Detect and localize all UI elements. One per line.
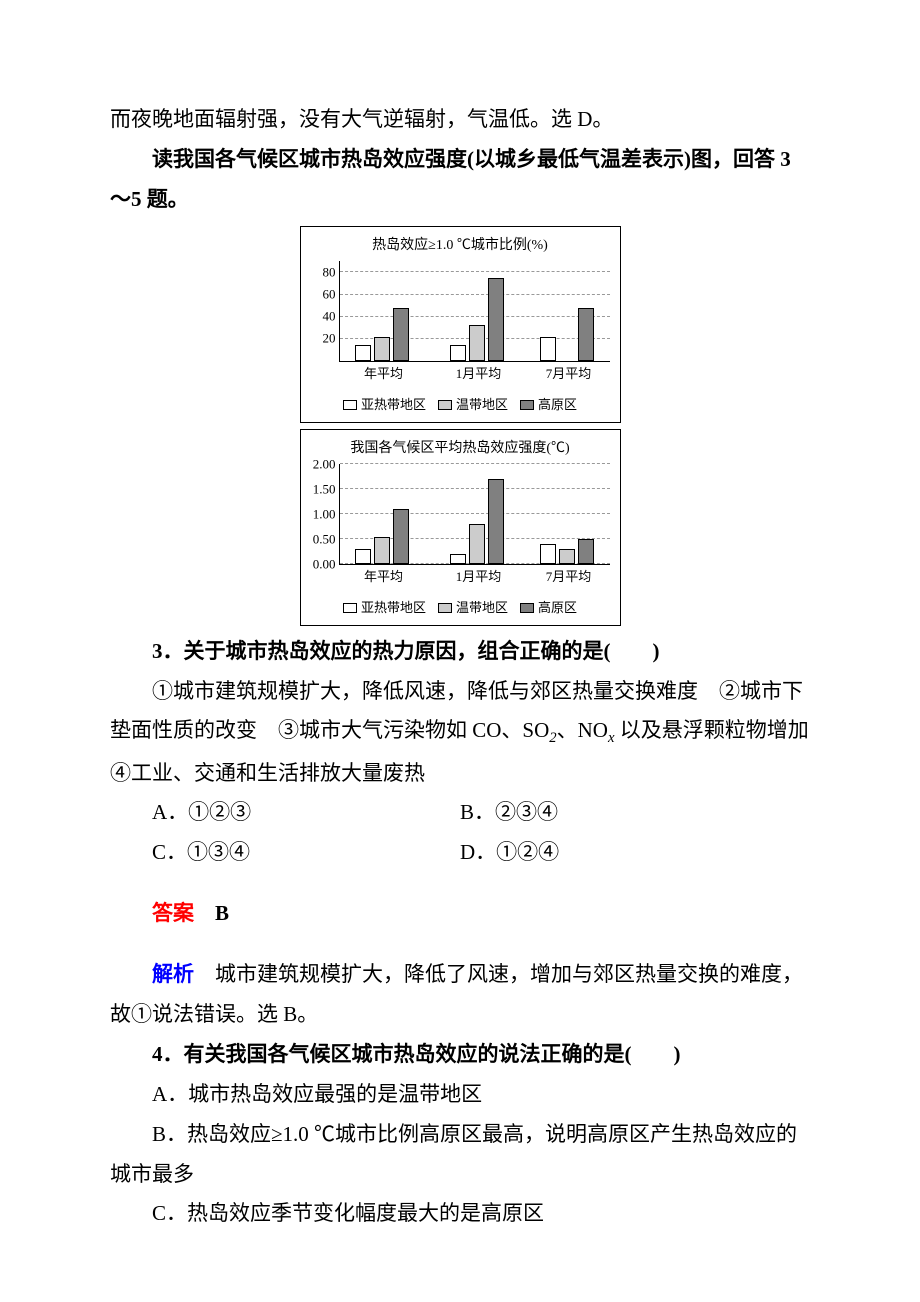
chart1-xlabels: 年平均 1月平均 7月平均 xyxy=(339,362,609,387)
legend-label: 温带地区 xyxy=(456,393,508,418)
ytick-label: 1.00 xyxy=(313,502,340,527)
q3-optA: A．①②③ xyxy=(110,793,460,833)
legend-swatch xyxy=(520,603,534,613)
answer-label: 答案 xyxy=(152,901,194,925)
q4-optB: B．热岛效应≥1.0 ℃城市比例高原区最高，说明高原区产生热岛效应的城市最多 xyxy=(110,1115,810,1195)
bar-group xyxy=(355,308,409,361)
legend-item: 亚热带地区 xyxy=(343,596,426,621)
q4-optC: C．热岛效应季节变化幅度最大的是高原区 xyxy=(110,1194,810,1234)
ytick-label: 2.00 xyxy=(313,452,340,477)
chart2-title: 我国各气候区平均热岛效应强度(℃) xyxy=(311,436,610,463)
xlabel: 年平均 xyxy=(354,565,414,590)
chart1-wrapper: 热岛效应≥1.0 ℃城市比例(%) 80604020 年平均 1月平均 7月平均 亚… xyxy=(110,226,810,423)
q3-optB: B．②③④ xyxy=(460,793,810,833)
bar xyxy=(578,308,594,361)
chart1-plot: 80604020 xyxy=(339,261,610,362)
bar xyxy=(540,544,556,564)
bar xyxy=(450,345,466,362)
legend-item: 高原区 xyxy=(520,596,577,621)
bar xyxy=(559,549,575,564)
gridline xyxy=(340,271,610,272)
q3-options-row1: A．①②③ B．②③④ xyxy=(110,793,810,833)
q3-optD: D．①②④ xyxy=(460,833,810,873)
legend-swatch xyxy=(438,603,452,613)
legend-label: 亚热带地区 xyxy=(361,393,426,418)
bar xyxy=(540,337,556,361)
ytick-label: 20 xyxy=(323,327,340,352)
chart2-legend: 亚热带地区 温带地区 高原区 xyxy=(311,596,610,621)
q3-options-row2: C．①③④ D．①②④ xyxy=(110,833,810,873)
bar xyxy=(374,537,390,565)
chart2-wrapper: 我国各气候区平均热岛效应强度(℃) 2.001.501.000.500.00 年… xyxy=(110,429,810,626)
q4-stem: 4．有关我国各气候区城市热岛效应的说法正确的是( ) xyxy=(110,1035,810,1075)
q3-explain-text: 城市建筑规模扩大，降低了风速，增加与郊区热量交换的难度，故①说法错误。选 B。 xyxy=(110,962,803,1026)
legend-label: 亚热带地区 xyxy=(361,596,426,621)
page: 而夜晚地面辐射强，没有大气逆辐射，气温低。选 D。 读我国各气候区城市热岛效应强… xyxy=(0,0,920,1294)
ytick-label: 40 xyxy=(323,304,340,329)
bar xyxy=(355,549,371,564)
q3-answer: B xyxy=(215,901,229,925)
bar xyxy=(488,278,504,361)
gridline xyxy=(340,463,610,464)
legend-label: 高原区 xyxy=(538,393,577,418)
ytick-label: 60 xyxy=(323,282,340,307)
context-paragraph: 读我国各气候区城市热岛效应强度(以城乡最低气温差表示)图，回答 3～5 题。 xyxy=(110,140,810,220)
q3-items: ①城市建筑规模扩大，降低风速，降低与郊区热量交换难度 ②城市下垫面性质的改变 ③… xyxy=(110,672,810,794)
bar-group xyxy=(540,308,594,361)
xlabel: 1月平均 xyxy=(449,362,509,387)
bar xyxy=(374,337,390,361)
chart2-xlabels: 年平均 1月平均 7月平均 xyxy=(339,565,609,590)
legend-item: 亚热带地区 xyxy=(343,393,426,418)
legend-swatch xyxy=(438,400,452,410)
chart2: 我国各气候区平均热岛效应强度(℃) 2.001.501.000.500.00 年… xyxy=(300,429,621,626)
bar xyxy=(393,308,409,361)
bar xyxy=(469,524,485,564)
chart1-title: 热岛效应≥1.0 ℃城市比例(%) xyxy=(311,233,610,260)
legend-swatch xyxy=(520,400,534,410)
legend-item: 温带地区 xyxy=(438,393,508,418)
q4-optA: A．城市热岛效应最强的是温带地区 xyxy=(110,1075,810,1115)
ytick-label: 0.50 xyxy=(313,527,340,552)
prior-answer-tail: 而夜晚地面辐射强，没有大气逆辐射，气温低。选 D。 xyxy=(110,100,810,140)
ytick-label: 1.50 xyxy=(313,477,340,502)
ytick-label: 0.00 xyxy=(313,552,340,577)
legend-item: 温带地区 xyxy=(438,596,508,621)
ytick-label: 80 xyxy=(323,260,340,285)
q3-optC: C．①③④ xyxy=(110,833,460,873)
bar xyxy=(578,539,594,564)
bar-group xyxy=(450,278,504,361)
q3-stem: 3．关于城市热岛效应的热力原因，组合正确的是( ) xyxy=(110,632,810,672)
bar xyxy=(355,345,371,362)
legend-swatch xyxy=(343,400,357,410)
legend-label: 高原区 xyxy=(538,596,577,621)
so2-sub: 2 xyxy=(549,731,556,747)
xlabel: 年平均 xyxy=(354,362,414,387)
bar xyxy=(393,509,409,564)
legend-item: 高原区 xyxy=(520,393,577,418)
bar-group xyxy=(355,509,409,564)
bar-group xyxy=(450,479,504,564)
explain-label: 解析 xyxy=(152,962,194,986)
bar-group xyxy=(540,539,594,564)
nox-main: 、NO xyxy=(557,718,608,742)
bar xyxy=(469,325,485,362)
xlabel: 1月平均 xyxy=(449,565,509,590)
chart1-legend: 亚热带地区 温带地区 高原区 xyxy=(311,393,610,418)
q3-answer-line: 答案 B xyxy=(110,894,810,934)
bar xyxy=(488,479,504,564)
xlabel: 7月平均 xyxy=(539,362,599,387)
q3-explain: 解析 城市建筑规模扩大，降低了风速，增加与郊区热量交换的难度，故①说法错误。选 … xyxy=(110,955,810,1035)
legend-label: 温带地区 xyxy=(456,596,508,621)
legend-swatch xyxy=(343,603,357,613)
xlabel: 7月平均 xyxy=(539,565,599,590)
chart1: 热岛效应≥1.0 ℃城市比例(%) 80604020 年平均 1月平均 7月平均 亚… xyxy=(300,226,621,423)
chart2-plot: 2.001.501.000.500.00 xyxy=(339,464,610,565)
bar xyxy=(450,554,466,564)
